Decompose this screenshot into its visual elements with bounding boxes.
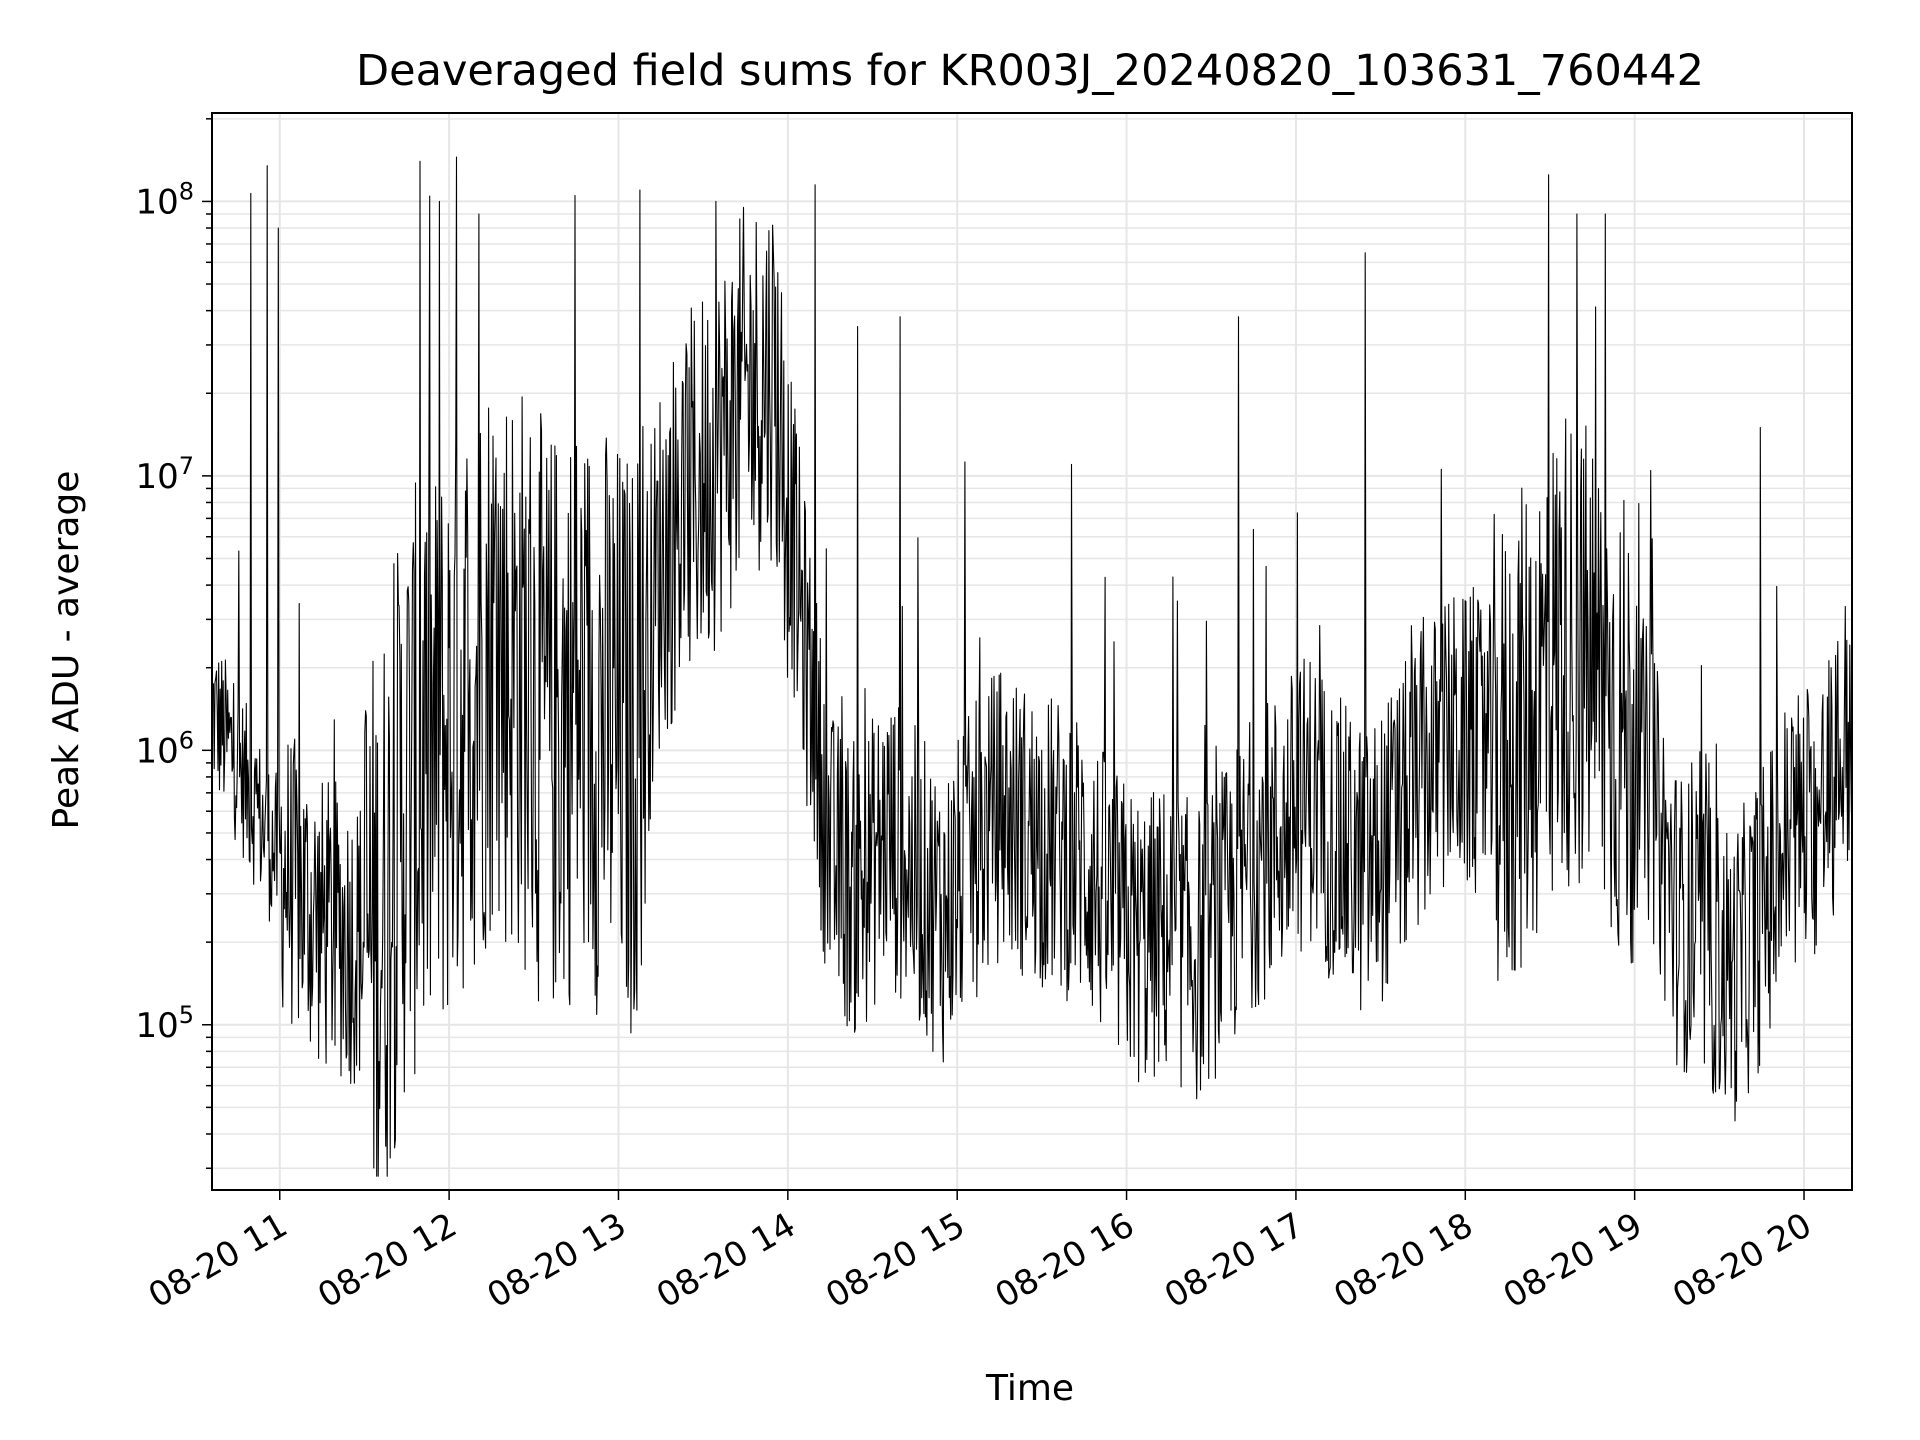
chart-title: Deaveraged field sums for KR003J_2024082…	[356, 46, 1704, 96]
x-axis-label: Time	[985, 1368, 1074, 1409]
y-tick-label: 106	[135, 726, 194, 771]
y-axis: 105 106 107 108	[135, 118, 212, 1170]
y-tick-label: 105	[135, 1001, 194, 1046]
plot-frame	[211, 112, 1853, 1191]
series-layer	[211, 156, 1853, 1177]
y-tick-label: 107	[135, 452, 194, 497]
series-line	[211, 156, 1853, 1177]
y-tick-label: 108	[135, 177, 194, 222]
y-axis-label: Peak ADU - average	[46, 471, 87, 830]
